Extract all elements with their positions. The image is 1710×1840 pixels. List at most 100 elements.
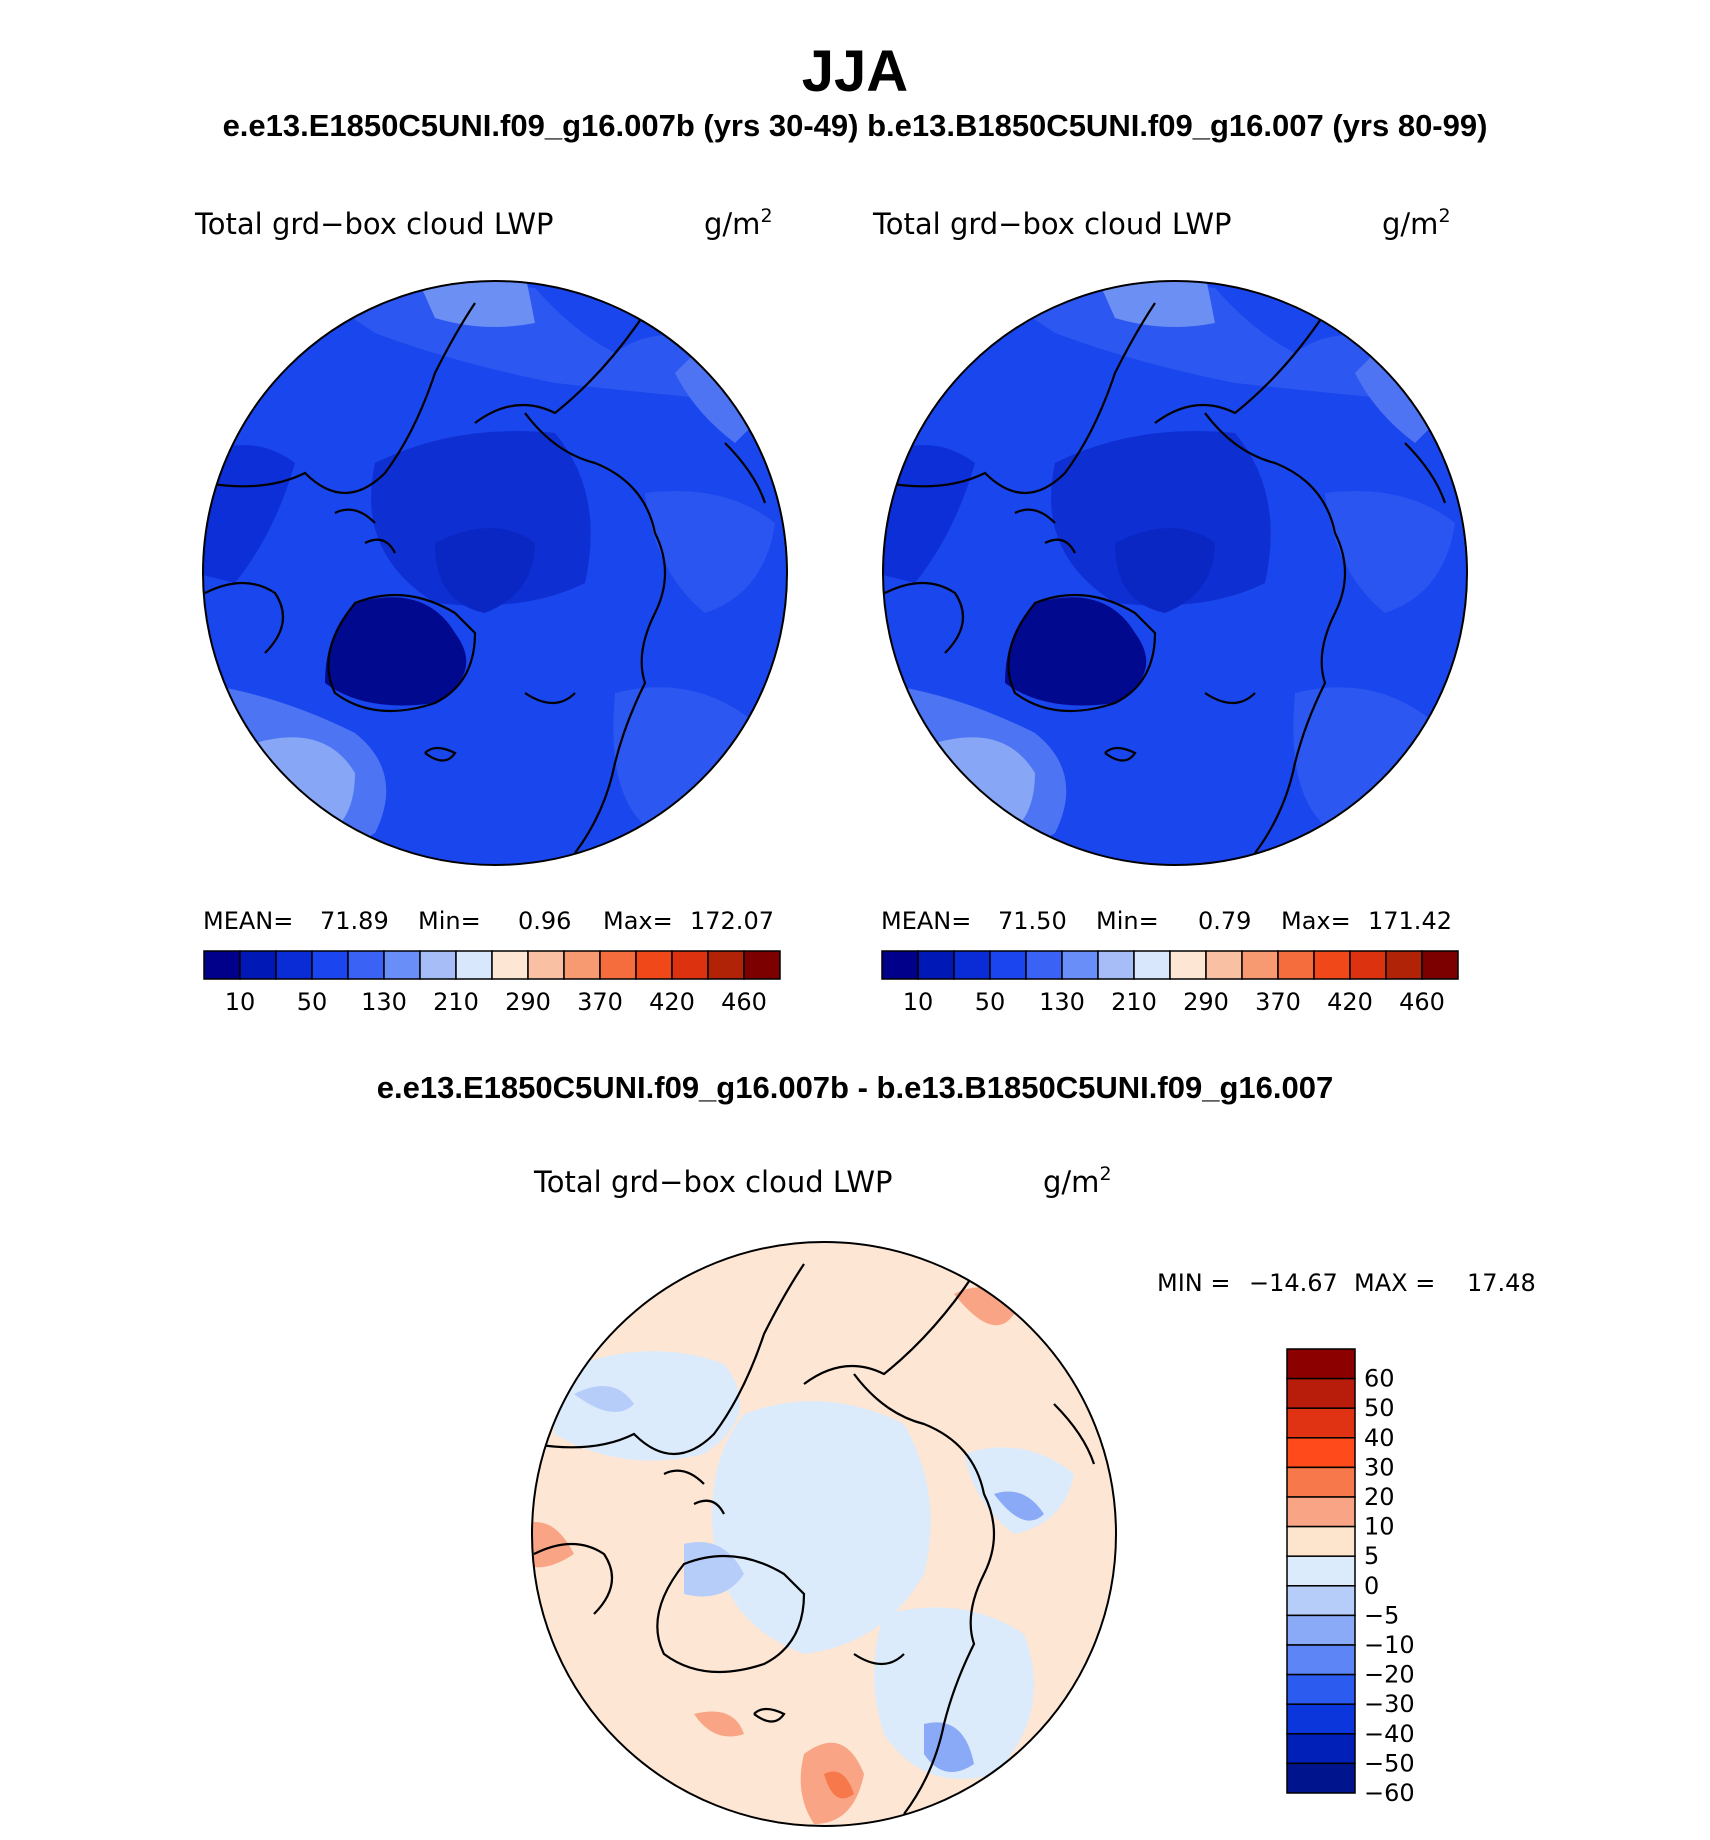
colorbar-tick-label: 460 [721, 988, 767, 1016]
colorbar-tick-label: 10 [225, 988, 256, 1016]
colorbar-tick-label: 290 [505, 988, 551, 1016]
colorbar-swatch [311, 950, 349, 980]
colorbar-swatch [1286, 1614, 1356, 1646]
panel-b-map-border [882, 280, 1468, 866]
colorbar-tick-label: −5 [1364, 1601, 1399, 1629]
colorbar-swatch [1286, 1525, 1356, 1557]
colorbar-swatch [383, 950, 421, 980]
panel-b-min: 0.79 [1198, 907, 1251, 935]
colorbar-tick-label: 20 [1364, 1483, 1395, 1511]
colorbar-swatch [1061, 950, 1099, 980]
colorbar-tick-label: 60 [1364, 1365, 1395, 1393]
diff-max-label: MAX = [1354, 1269, 1435, 1297]
colorbar-tick-label: 210 [433, 988, 479, 1016]
colorbar-swatch [707, 950, 745, 980]
panel-a-map-border [202, 280, 788, 866]
colorbar-swatch [671, 950, 709, 980]
colorbar-tick-label: 10 [903, 988, 934, 1016]
colorbar-tick-label: 370 [577, 988, 623, 1016]
panel-b: Total grd−box cloud LWP g/m2 MEAN= 71.50… [872, 205, 1468, 1016]
colorbar-swatch [1286, 1644, 1356, 1676]
colorbar-tick-label: −40 [1364, 1720, 1415, 1748]
panel-b-min-label: Min= [1096, 907, 1159, 935]
panel-a-colorbar [203, 950, 781, 980]
colorbar-swatch [1313, 950, 1351, 980]
colorbar-tick-label: 10 [1364, 1513, 1395, 1541]
colorbar-swatch [1286, 1407, 1356, 1439]
colorbar-tick-label: −20 [1364, 1661, 1415, 1689]
colorbar-swatch [275, 950, 313, 980]
colorbar-swatch [563, 950, 601, 980]
colorbar-swatch [1286, 1585, 1356, 1617]
panel-b-variable: Total grd−box cloud LWP [872, 207, 1232, 241]
diff-max: 17.48 [1467, 1269, 1536, 1297]
colorbar-swatch [1205, 950, 1243, 980]
colorbar-swatch [1286, 1466, 1356, 1498]
panel-b-mean: 71.50 [998, 907, 1067, 935]
panel-diff-variable: Total grd−box cloud LWP [533, 1165, 893, 1199]
panel-b-colorbar [881, 950, 1459, 980]
panel-b-map [883, 281, 1467, 865]
panel-a-colorbar-ticks: 10 50 130 210 290 370 420 460 [225, 988, 767, 1016]
colorbar-swatch [635, 950, 673, 980]
panel-b-units: g/m2 [1382, 205, 1451, 241]
colorbar-tick-label: 50 [297, 988, 328, 1016]
colorbar-swatch [953, 950, 991, 980]
colorbar-tick-label: 420 [1327, 988, 1373, 1016]
colorbar-swatch [491, 950, 529, 980]
colorbar-swatch [1286, 1348, 1356, 1380]
panel-a-map [203, 281, 787, 865]
colorbar-swatch [1385, 950, 1423, 980]
colorbar-swatch [1421, 950, 1459, 980]
colorbar-tick-label: −10 [1364, 1631, 1415, 1659]
panel-b-max-label: Max= [1281, 907, 1351, 935]
panel-a-mean: 71.89 [320, 907, 389, 935]
colorbar-swatch [1286, 1555, 1356, 1587]
colorbar-tick-label: 5 [1364, 1542, 1379, 1570]
colorbar-swatch [1286, 1496, 1356, 1528]
colorbar-swatch [989, 950, 1027, 980]
colorbar-swatch [455, 950, 493, 980]
diff-min-label: MIN = [1157, 1269, 1230, 1297]
colorbar-swatch [881, 950, 919, 980]
panel-diff-map-border [531, 1241, 1117, 1827]
diff-min: −14.67 [1249, 1269, 1338, 1297]
colorbar-tick-label: 50 [1364, 1394, 1395, 1422]
panel-a-max: 172.07 [690, 907, 774, 935]
colorbar-tick-label: −50 [1364, 1749, 1415, 1777]
colorbar-swatch [1133, 950, 1171, 980]
colorbar-swatch [347, 950, 385, 980]
panel-a-mean-label: MEAN= [203, 907, 293, 935]
panel-a-min: 0.96 [518, 907, 571, 935]
panel-diff: Total grd−box cloud LWP g/m2 MIN = −14.6… [531, 1163, 1536, 1827]
colorbar-tick-label: −30 [1364, 1690, 1415, 1718]
difference-title: e.e13.E1850C5UNI.f09_g16.007b - b.e13.B1… [376, 1070, 1334, 1105]
colorbar-swatch [1241, 950, 1279, 980]
colorbar-tick-label: 130 [361, 988, 407, 1016]
colorbar-swatch [527, 950, 565, 980]
case-title: e.e13.E1850C5UNI.f09_g16.007b (yrs 30-49… [222, 108, 1488, 143]
colorbar-swatch [239, 950, 277, 980]
colorbar-swatch [599, 950, 637, 980]
colorbar-swatch [917, 950, 955, 980]
colorbar-swatch [1286, 1762, 1356, 1794]
panel-b-max: 171.42 [1368, 907, 1452, 935]
colorbar-swatch [743, 950, 781, 980]
panel-diff-colorbar [1286, 1348, 1356, 1794]
panel-a-max-label: Max= [603, 907, 673, 935]
colorbar-swatch [419, 950, 457, 980]
colorbar-swatch [1025, 950, 1063, 980]
colorbar-tick-label: 420 [649, 988, 695, 1016]
panel-diff-map [532, 1242, 1116, 1826]
panel-a-units: g/m2 [704, 205, 773, 241]
panel-b-mean-label: MEAN= [881, 907, 971, 935]
colorbar-tick-label: 50 [975, 988, 1006, 1016]
colorbar-swatch [203, 950, 241, 980]
colorbar-tick-label: 30 [1364, 1453, 1395, 1481]
colorbar-swatch [1286, 1377, 1356, 1409]
colorbar-swatch [1097, 950, 1135, 980]
colorbar-swatch [1277, 950, 1315, 980]
colorbar-tick-label: −60 [1364, 1779, 1415, 1807]
colorbar-tick-label: 370 [1255, 988, 1301, 1016]
